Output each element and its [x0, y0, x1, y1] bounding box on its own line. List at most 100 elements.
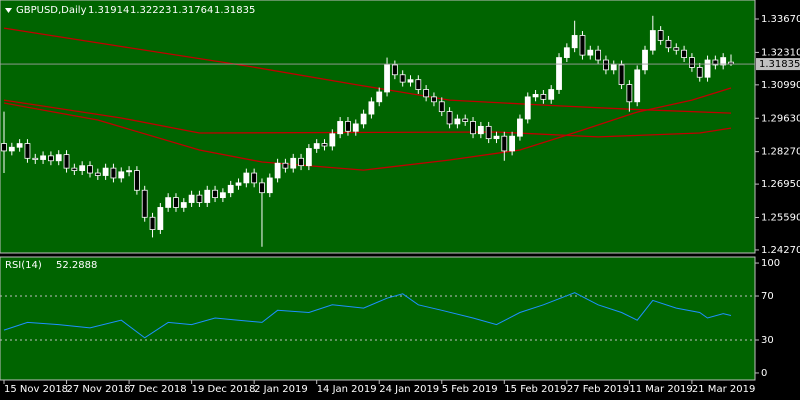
- candle-body: [431, 96, 437, 103]
- candle-body: [298, 157, 304, 167]
- candle-body: [196, 194, 203, 203]
- candle-body: [720, 57, 727, 66]
- candle-body: [305, 148, 312, 167]
- candle-body: [110, 167, 117, 179]
- x-tick-label: 5 Feb 2019: [442, 384, 498, 395]
- y-tick-label: 0: [761, 368, 767, 379]
- candle-body: [266, 177, 273, 194]
- candle-body: [556, 57, 562, 90]
- candle-body: [376, 91, 383, 103]
- candle-body: [274, 162, 281, 179]
- moving-average: [3, 27, 732, 114]
- y-tick-label: 1.28270: [761, 147, 800, 158]
- x-tick-label: 15 Feb 2019: [504, 384, 566, 395]
- y-tick-label: 30: [761, 335, 774, 346]
- candle-body: [219, 192, 226, 199]
- candle-body: [345, 121, 351, 132]
- candle-body: [321, 143, 328, 147]
- high-value: 1.32223: [130, 5, 171, 16]
- y-tick-label: 100: [761, 258, 780, 269]
- candle-body: [470, 121, 476, 135]
- candle-body: [24, 143, 31, 159]
- candle-body: [696, 66, 703, 78]
- candle-body: [509, 135, 516, 152]
- x-tick-label: 15 Nov 2018: [4, 384, 68, 395]
- candle-body: [243, 172, 250, 184]
- y-tick-label: 1.25590: [761, 213, 800, 224]
- candle-body: [587, 49, 594, 56]
- candle-body: [673, 47, 680, 51]
- candle-body: [165, 197, 172, 208]
- candle-body: [454, 118, 461, 125]
- rsi-value: 52.2888: [56, 260, 97, 271]
- rsi-title: RSI(14): [5, 260, 42, 271]
- candle-body: [610, 64, 617, 71]
- y-tick-label: 1.30990: [761, 80, 800, 91]
- candle-body: [657, 30, 664, 41]
- candle-body: [501, 135, 508, 152]
- x-tick-label: 2 Jan 2019: [254, 384, 308, 395]
- candle-body: [40, 155, 46, 160]
- candle-body: [87, 165, 93, 174]
- candle-body: [517, 118, 523, 137]
- candle-body: [8, 146, 15, 152]
- candle-body: [704, 59, 711, 78]
- candle-body: [603, 59, 609, 71]
- x-tick-label: 19 Dec 2018: [192, 384, 256, 395]
- moving-average: [3, 87, 732, 171]
- candle-body: [251, 172, 258, 184]
- candle-body: [571, 35, 578, 49]
- candle-body: [79, 165, 86, 171]
- candle-body: [368, 101, 375, 115]
- y-tick-label: 1.29630: [761, 113, 800, 124]
- price-label: 1.31835: [759, 59, 800, 70]
- candle-body: [642, 49, 648, 71]
- candle-body: [157, 207, 164, 230]
- close-value: 1.31835: [214, 5, 255, 16]
- candle-body: [94, 172, 101, 176]
- candle-body: [212, 189, 218, 199]
- candle-body: [149, 216, 156, 230]
- candle-body: [290, 157, 297, 169]
- x-tick-label: 14 Jan 2019: [317, 384, 377, 395]
- candle-body: [360, 113, 367, 125]
- candle-body: [235, 182, 242, 186]
- candle-body: [712, 59, 719, 66]
- open-value: 1.31914: [88, 5, 129, 16]
- candle-body: [384, 64, 390, 93]
- candle-body: [626, 84, 633, 103]
- candle-body: [1, 143, 7, 152]
- rsi-line: [3, 292, 732, 339]
- x-tick-label: 11 Mar 2019: [629, 384, 692, 395]
- main-panel: [0, 0, 756, 254]
- y-tick-label: 1.24270: [761, 245, 800, 256]
- candle-body: [329, 133, 336, 147]
- candle-body: [634, 69, 641, 103]
- candle-body: [71, 167, 78, 171]
- x-tick-label: 24 Jan 2019: [379, 384, 439, 395]
- candle-body: [204, 189, 211, 203]
- y-tick-label: 1.32310: [761, 47, 800, 58]
- candle-body: [282, 162, 289, 169]
- candle-body: [595, 49, 602, 61]
- candle-body: [689, 57, 695, 68]
- candle-body: [337, 121, 344, 135]
- candle-body: [681, 49, 687, 58]
- candle-body: [399, 74, 406, 83]
- candle-body: [649, 30, 656, 51]
- rsi-panel: [0, 256, 756, 381]
- candle-body: [16, 143, 23, 148]
- y-tick-label: 1.33670: [761, 14, 800, 25]
- candle-body: [485, 125, 492, 140]
- candle-body: [48, 155, 54, 162]
- candle-body: [126, 170, 132, 173]
- candle-body: [141, 189, 148, 218]
- price-label-box: [756, 58, 800, 71]
- menu-arrow: [5, 8, 12, 13]
- candle-body: [548, 89, 555, 100]
- y-tick-label: 1.26950: [761, 179, 800, 190]
- candle-body: [524, 96, 531, 120]
- candle-body: [618, 64, 625, 85]
- candle-body: [173, 197, 179, 208]
